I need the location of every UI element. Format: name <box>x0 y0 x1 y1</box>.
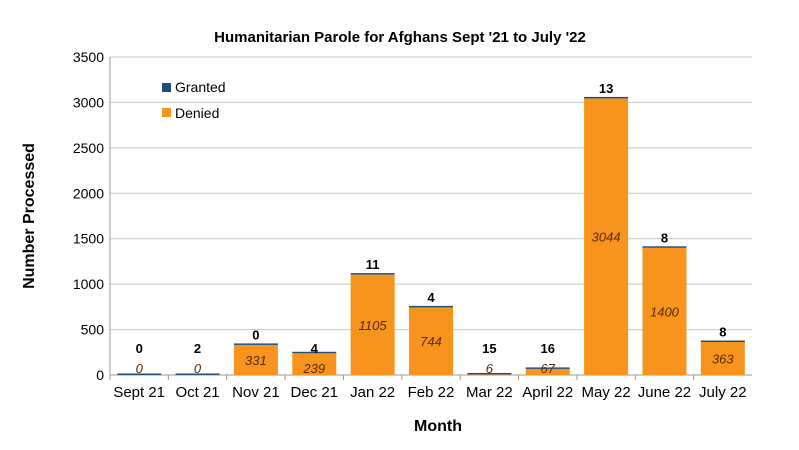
x-tick-label: Sept 21 <box>113 384 165 401</box>
bar-granted <box>409 305 453 308</box>
y-tick-label: 3000 <box>73 94 104 110</box>
y-tick-label: 0 <box>96 367 104 383</box>
y-tick-label: 2500 <box>73 140 104 156</box>
bar-granted <box>117 373 162 375</box>
bar-denied <box>467 374 512 375</box>
data-label-granted: 11 <box>366 257 380 272</box>
legend: Granted Denied <box>162 79 226 121</box>
x-tick-label: Mar 22 <box>466 384 513 401</box>
y-tick-label: 1500 <box>73 231 104 247</box>
data-label-granted: 16 <box>540 341 554 356</box>
data-label-denied: 0 <box>194 361 202 376</box>
x-tick-label: April 22 <box>522 384 573 401</box>
data-label-denied: 363 <box>712 352 734 367</box>
bar-granted <box>642 246 687 248</box>
y-tick-label: 3500 <box>73 49 104 65</box>
y-tick-label: 1000 <box>73 276 104 292</box>
legend-label-denied: Denied <box>175 105 219 121</box>
x-tick-label: Jan 22 <box>350 384 395 401</box>
bar-granted <box>584 96 629 99</box>
data-label-denied: 331 <box>245 353 267 368</box>
bar-granted <box>350 273 395 275</box>
bar-granted <box>467 372 512 375</box>
data-label-granted: 2 <box>194 341 201 356</box>
data-label-denied: 0 <box>136 361 144 376</box>
data-label-granted: 4 <box>311 341 319 356</box>
x-tick-label: Dec 21 <box>291 384 339 401</box>
legend-label-granted: Granted <box>175 79 226 95</box>
bar-granted <box>525 367 570 369</box>
bar-denied <box>233 344 278 375</box>
y-tick-label: 500 <box>81 322 105 338</box>
bar-granted <box>700 340 745 343</box>
data-label-denied: 67 <box>540 361 555 376</box>
bar-denied <box>350 274 395 375</box>
data-label-denied: 239 <box>302 361 325 376</box>
bar-denied <box>409 307 453 375</box>
data-label-granted: 0 <box>136 341 143 356</box>
bar-granted <box>292 351 337 354</box>
data-label-denied: 1400 <box>650 304 680 319</box>
chart-title: Humanitarian Parole for Afghans Sept '21… <box>214 29 586 46</box>
bar-granted <box>175 373 220 375</box>
data-label-granted: 8 <box>661 230 668 245</box>
x-tick-label: Nov 21 <box>232 384 280 401</box>
bar-denied <box>525 368 570 375</box>
x-tick-label: Oct 21 <box>175 384 219 401</box>
x-tick-label: Feb 22 <box>408 384 455 401</box>
y-axis-label: Number Processed <box>21 143 38 289</box>
data-label-denied: 1105 <box>359 318 388 333</box>
data-label-denied: 3044 <box>592 230 621 245</box>
data-label-granted: 15 <box>482 341 496 356</box>
legend-swatch-granted <box>162 83 171 92</box>
bar-denied <box>292 353 337 375</box>
x-tick-label: June 22 <box>638 384 691 401</box>
bar-granted <box>233 343 278 345</box>
data-label-granted: 4 <box>427 290 435 305</box>
x-tick-label: July 22 <box>699 384 747 401</box>
data-label-granted: 13 <box>599 81 613 96</box>
legend-swatch-denied <box>162 108 171 117</box>
data-label-granted: 0 <box>252 327 259 342</box>
x-tick-label: May 22 <box>581 384 630 401</box>
data-label-denied: 744 <box>420 334 442 349</box>
y-tick-label: 2000 <box>73 185 104 201</box>
x-axis-label: Month <box>414 418 462 435</box>
data-label-granted: 8 <box>719 325 726 340</box>
data-label-denied: 6 <box>486 361 494 376</box>
bar-denied <box>584 98 629 376</box>
bar-denied <box>700 342 745 375</box>
bar-denied <box>642 247 687 375</box>
